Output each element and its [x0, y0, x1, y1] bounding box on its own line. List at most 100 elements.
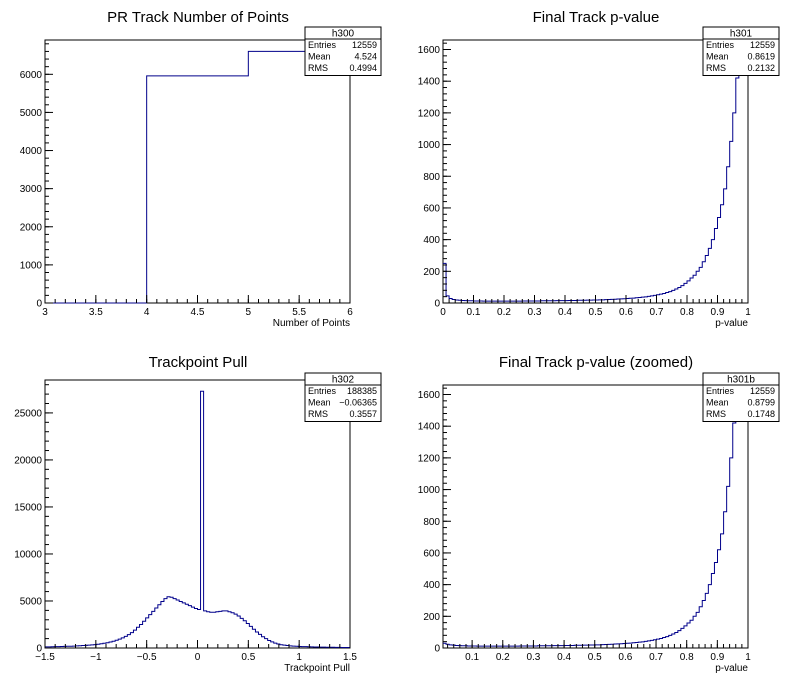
- stats-label: RMS: [706, 409, 726, 419]
- histogram-h300[interactable]: PR Track Number of Points 3 3.5 4 4.5 5 5.5 6 0 1…: [0, 0, 398, 345]
- x-tick-label: 0.7: [650, 307, 664, 318]
- stats-value: 0.8799: [747, 398, 775, 408]
- stats-value: 0.4994: [349, 63, 377, 73]
- y-tick-label: 800: [423, 172, 440, 183]
- stats-box-frame: [702, 372, 780, 422]
- chart-title: PR Track Number of Points: [107, 9, 289, 26]
- y-tick-label: 1400: [418, 77, 441, 88]
- stats-value: 12559: [352, 40, 377, 50]
- x-tick-label: 0: [195, 652, 201, 663]
- y-tick-label: 15000: [14, 502, 42, 513]
- x-tick-label: 0.6: [618, 652, 632, 663]
- x-axis-title: p-value: [715, 318, 748, 329]
- y-tick-label: 4000: [20, 146, 43, 157]
- canvas-pad-h301b: Final Track p-value (zoomed) 0.1 0.2 0.3 0.4…: [398, 345, 796, 690]
- plot-frame: [44, 379, 351, 649]
- x-tick-label: 0.1: [465, 652, 479, 663]
- x-tick-label: 3.5: [89, 307, 103, 318]
- histogram-line: [443, 39, 748, 302]
- y-tick-label: 600: [423, 203, 440, 214]
- plot-frame: [44, 39, 351, 304]
- stats-label: RMS: [308, 409, 328, 419]
- stats-value: 12559: [750, 40, 775, 50]
- y-tick-label: 400: [423, 235, 440, 246]
- chart-title: Trackpoint Pull: [149, 354, 248, 371]
- stats-label: Mean: [308, 52, 331, 62]
- y-tick-label: 1400: [418, 422, 441, 433]
- x-tick-label: 1: [745, 307, 751, 318]
- y-tick-label: 2000: [20, 222, 43, 233]
- x-tick-label: 3: [42, 307, 48, 318]
- y-tick-label: 10000: [14, 549, 42, 560]
- x-tick-label: 0.4: [557, 652, 571, 663]
- stats-histogram-name: h301b: [727, 375, 755, 386]
- y-tick-label: 600: [423, 548, 440, 559]
- x-tick-label: 0.9: [711, 307, 725, 318]
- chart-title: Final Track p-value (zoomed): [499, 354, 693, 371]
- stats-histogram-name: h301: [730, 29, 753, 40]
- stats-label: Entries: [706, 386, 735, 396]
- stats-label: Entries: [308, 386, 337, 396]
- plot-frame: [442, 384, 749, 649]
- x-tick-label: 0.2: [496, 652, 510, 663]
- y-tick-label: 1000: [418, 485, 441, 496]
- y-tick-label: 1200: [418, 108, 441, 119]
- stats-value: 0.1748: [747, 409, 775, 419]
- x-tick-label: 5.5: [292, 307, 306, 318]
- y-tick-label: 6000: [20, 70, 43, 81]
- y-tick-label: 25000: [14, 408, 42, 419]
- stats-label: Mean: [706, 52, 729, 62]
- stats-label: Entries: [706, 40, 735, 50]
- x-tick-label: 0.3: [526, 652, 540, 663]
- y-tick-label: 0: [36, 299, 42, 310]
- x-tick-label: 0.2: [497, 307, 511, 318]
- x-tick-label: 0.7: [649, 652, 663, 663]
- stats-value: −0.06365: [339, 398, 377, 408]
- y-tick-label: 1600: [418, 390, 441, 401]
- canvas-pad-h302: Trackpoint Pull −1.5 −1 −0.5 0 0.5 1 1.5 0 5000 10…: [0, 345, 398, 690]
- stats-value: 188385: [347, 386, 377, 396]
- stats-label: RMS: [706, 63, 726, 73]
- x-tick-label: 0.1: [467, 307, 481, 318]
- histogram-h301b[interactable]: Final Track p-value (zoomed) 0.1 0.2 0.3 0.4…: [398, 345, 796, 690]
- histogram-line: [443, 384, 748, 647]
- x-tick-label: 0.8: [680, 652, 694, 663]
- stats-value: 0.2132: [747, 63, 775, 73]
- stats-value: 4.524: [354, 52, 377, 62]
- x-tick-label: 4: [144, 307, 150, 318]
- stats-histogram-name: h300: [332, 29, 355, 40]
- x-axis-title: p-value: [715, 663, 748, 674]
- y-tick-label: 200: [423, 612, 440, 623]
- x-tick-label: 1: [745, 652, 751, 663]
- y-tick-label: 1000: [20, 260, 43, 271]
- x-axis-title: Number of Points: [273, 318, 350, 329]
- canvas-pad-h301: Final Track p-value 0 0.1 0.2 0.3 0.4 0.5 0.6 0.…: [398, 0, 796, 345]
- x-tick-label: 0: [440, 307, 446, 318]
- x-axis-title: Trackpoint Pull: [284, 663, 350, 674]
- stats-value: 12559: [750, 386, 775, 396]
- y-tick-label: 20000: [14, 455, 42, 466]
- y-tick-label: 5000: [20, 108, 43, 119]
- y-tick-label: 0: [434, 644, 440, 655]
- y-tick-label: 400: [423, 580, 440, 591]
- y-tick-label: 800: [423, 517, 440, 528]
- histogram-h301[interactable]: Final Track p-value 0 0.1 0.2 0.3 0.4 0.5 0.6 0.…: [398, 0, 796, 345]
- x-tick-label: 0.9: [710, 652, 724, 663]
- x-tick-label: 0.5: [241, 652, 255, 663]
- x-tick-label: 0.8: [680, 307, 694, 318]
- y-tick-label: 1000: [418, 140, 441, 151]
- stats-box-frame: [304, 26, 382, 76]
- x-tick-label: −1: [90, 652, 102, 663]
- stats-value: 0.3557: [349, 409, 377, 419]
- histogram-h302[interactable]: Trackpoint Pull −1.5 −1 −0.5 0 0.5 1 1.5 0 5000 10…: [0, 345, 398, 690]
- x-tick-label: 0.5: [589, 307, 603, 318]
- x-tick-label: 1: [296, 652, 302, 663]
- x-tick-label: −0.5: [137, 652, 157, 663]
- stats-box-frame: [702, 26, 780, 76]
- x-tick-label: 0.6: [619, 307, 633, 318]
- y-tick-label: 1200: [418, 453, 441, 464]
